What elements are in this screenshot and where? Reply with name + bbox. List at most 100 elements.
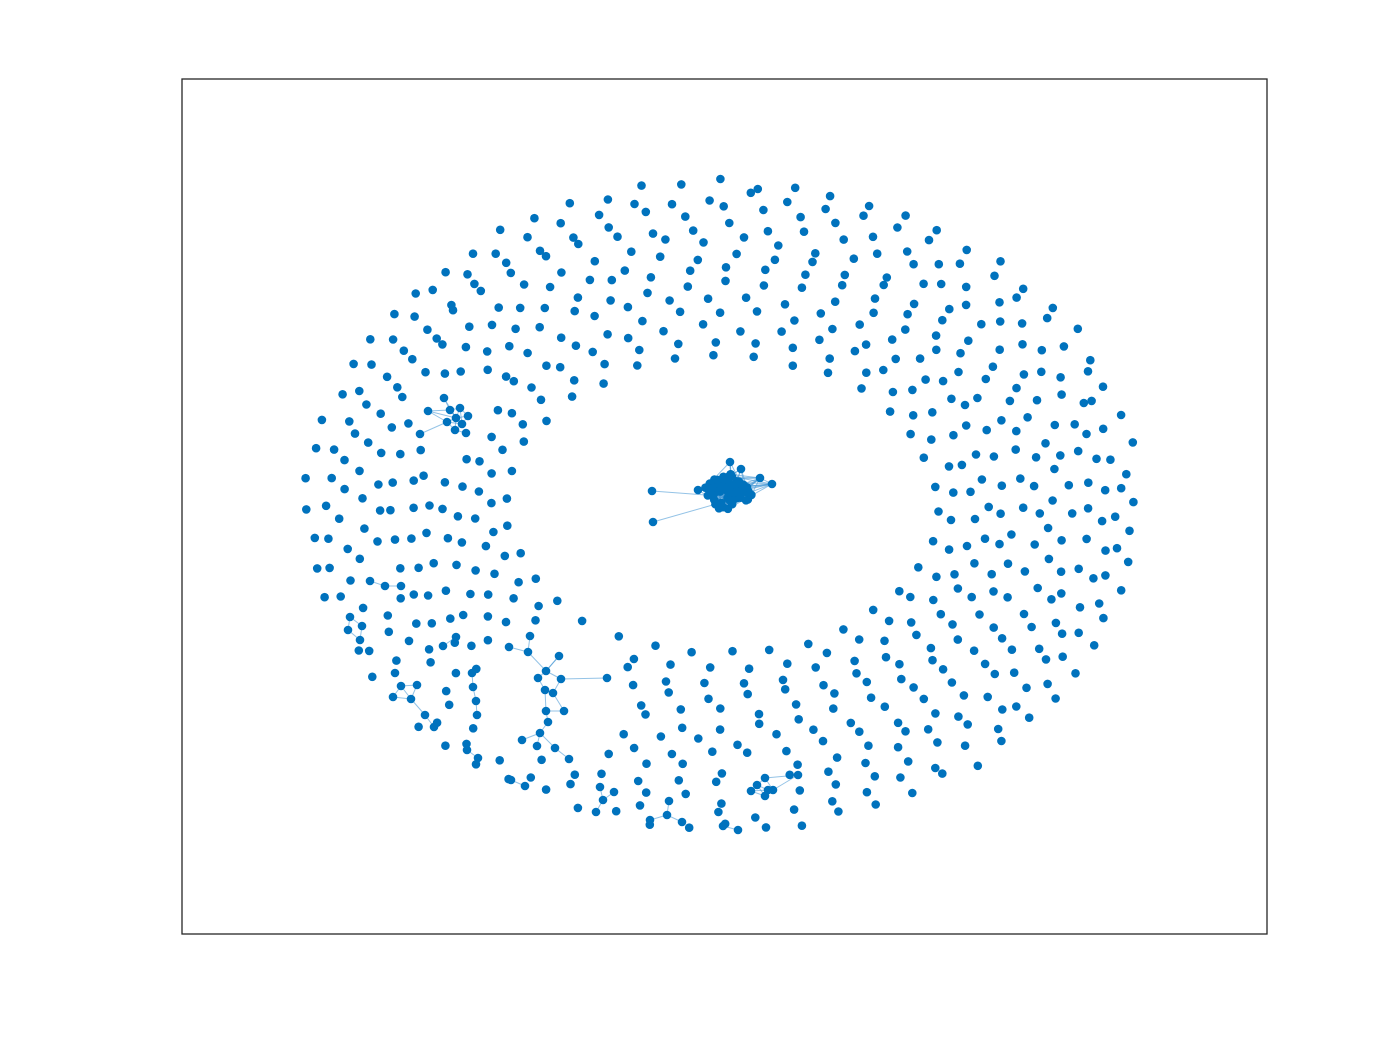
isolated-node	[1056, 373, 1065, 382]
isolated-node	[684, 823, 694, 832]
isolated-node	[868, 232, 878, 242]
isolated-node	[494, 303, 504, 312]
isolated-node	[327, 473, 337, 483]
cluster-node	[455, 403, 465, 413]
isolated-node	[753, 184, 763, 194]
isolated-node	[537, 755, 546, 765]
isolated-node	[839, 235, 848, 244]
isolated-node	[954, 712, 963, 721]
isolated-node	[1032, 395, 1042, 405]
isolated-node	[934, 507, 943, 516]
isolated-node	[893, 223, 902, 232]
isolated-node	[1079, 398, 1089, 408]
isolated-node	[1003, 559, 1013, 568]
isolated-node	[1075, 603, 1085, 612]
isolated-node	[636, 701, 646, 710]
isolated-node	[761, 265, 770, 275]
isolated-node	[362, 400, 371, 409]
isolated-node	[542, 416, 551, 426]
isolated-node	[962, 245, 971, 255]
isolated-node	[411, 289, 421, 298]
isolated-node	[375, 506, 385, 515]
isolated-node	[490, 569, 499, 579]
isolated-node	[850, 656, 859, 666]
isolated-node	[470, 279, 479, 289]
isolated-node	[619, 729, 628, 739]
isolated-node	[542, 361, 551, 371]
group-node	[406, 694, 416, 704]
isolated-node	[414, 563, 423, 573]
isolated-node	[699, 238, 708, 247]
isolated-node	[1098, 424, 1108, 434]
isolated-node	[1035, 509, 1045, 518]
group-node	[412, 680, 422, 690]
isolated-node	[997, 634, 1007, 643]
isolated-node	[700, 678, 709, 688]
isolated-node	[1057, 589, 1066, 598]
isolated-node	[1064, 480, 1074, 490]
isolated-node	[957, 460, 967, 470]
isolated-node	[824, 767, 833, 776]
isolated-node	[502, 494, 512, 503]
isolated-node	[960, 741, 970, 750]
isolated-node	[404, 419, 413, 428]
isolated-node	[811, 663, 820, 672]
isolated-node	[995, 539, 1004, 549]
isolated-node	[444, 700, 454, 710]
isolated-node	[953, 584, 963, 593]
group-node	[525, 631, 535, 641]
isolated-node	[1037, 345, 1047, 355]
isolated-node	[681, 212, 690, 221]
isolated-node	[832, 753, 842, 762]
isolated-node	[1050, 464, 1059, 474]
graph-edge	[427, 410, 457, 419]
isolated-node	[364, 646, 374, 656]
group-node	[556, 674, 566, 684]
isolated-node	[566, 779, 575, 789]
isolated-node	[938, 315, 947, 325]
isolated-node	[360, 524, 369, 533]
isolated-node	[1087, 396, 1096, 406]
isolated-node	[995, 317, 1005, 326]
isolated-node	[1051, 618, 1061, 628]
isolated-node	[901, 727, 910, 736]
isolated-node	[998, 705, 1007, 714]
isolated-node	[788, 343, 798, 353]
isolated-node	[336, 592, 346, 601]
cluster-node	[739, 484, 748, 493]
isolated-node	[428, 285, 438, 295]
cluster-node	[724, 483, 734, 493]
isolated-node	[503, 521, 512, 530]
isolated-node	[321, 501, 331, 511]
group-node	[541, 706, 551, 716]
group-node	[462, 745, 472, 755]
isolated-node	[501, 372, 511, 381]
isolated-node	[577, 616, 587, 626]
isolated-node	[349, 359, 358, 369]
isolated-node	[882, 273, 892, 282]
group-node	[523, 647, 533, 657]
isolated-node	[938, 376, 948, 386]
group-node	[343, 625, 353, 635]
isolated-node	[509, 594, 518, 603]
isolated-node	[507, 466, 517, 476]
isolated-node	[956, 348, 965, 358]
group-node	[598, 795, 608, 805]
isolated-node	[390, 535, 400, 544]
isolated-node	[859, 211, 868, 220]
isolated-node	[531, 616, 540, 625]
isolated-node	[732, 249, 741, 259]
isolated-node	[1056, 567, 1066, 576]
isolated-node	[906, 618, 916, 627]
isolated-node	[997, 416, 1006, 425]
group-node	[564, 754, 574, 764]
isolated-node	[556, 333, 566, 343]
isolated-node	[456, 367, 466, 376]
isolated-node	[474, 487, 484, 496]
isolated-node	[312, 564, 322, 573]
isolated-node	[901, 325, 910, 334]
cluster-node	[648, 517, 658, 527]
isolated-node	[1092, 454, 1101, 464]
isolated-node	[629, 743, 639, 753]
isolated-node	[908, 385, 917, 395]
